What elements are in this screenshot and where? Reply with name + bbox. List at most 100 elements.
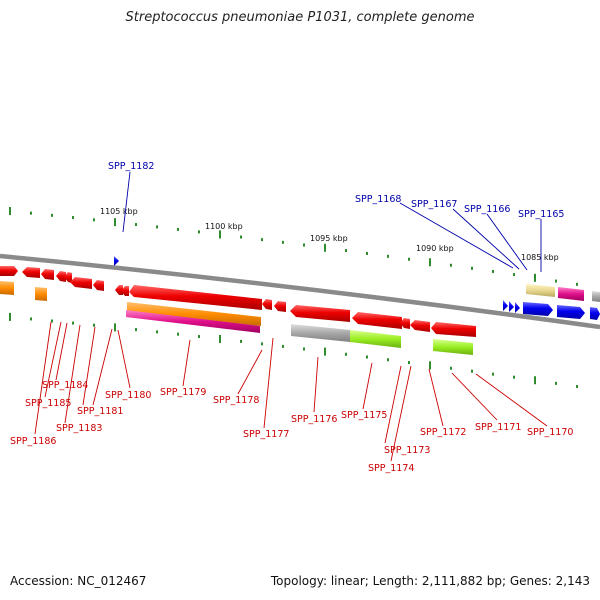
ruler-label-1085: 1085 kbp xyxy=(521,253,559,262)
ruler-tick xyxy=(9,312,11,321)
gene-label-spp-1186[interactable]: SPP_1186 xyxy=(10,436,56,447)
gene-arrow[interactable] xyxy=(515,302,520,313)
gene-label-spp-1181[interactable]: SPP_1181 xyxy=(77,406,123,417)
ruler-tick xyxy=(198,335,200,339)
feature-box[interactable] xyxy=(291,324,350,342)
gene-arrow[interactable] xyxy=(400,318,410,329)
gene-label-spp-1184[interactable]: SPP_1184 xyxy=(42,380,88,391)
gene-arrow[interactable] xyxy=(41,269,54,280)
ruler-tick xyxy=(261,238,263,242)
feature-box[interactable] xyxy=(0,281,14,295)
gene-arrow[interactable] xyxy=(410,320,430,332)
ruler-tick xyxy=(9,207,11,216)
gene-label-spp-1173[interactable]: SPP_1173 xyxy=(384,445,430,456)
gene-arrow[interactable] xyxy=(290,305,350,322)
gene-track-reverse xyxy=(0,266,476,337)
feature-box[interactable] xyxy=(126,310,260,333)
gene-arrow[interactable] xyxy=(523,302,553,316)
gene-label-spp-1170[interactable]: SPP_1170 xyxy=(527,427,573,438)
ruler-tick xyxy=(408,257,410,261)
gene-arrow[interactable] xyxy=(503,300,508,311)
gene-arrow[interactable] xyxy=(115,285,123,295)
gene-arrow[interactable] xyxy=(590,307,600,320)
gene-arrow[interactable] xyxy=(352,312,402,329)
bottom-label-leaders xyxy=(34,321,548,462)
gene-label-spp-1174[interactable]: SPP_1174 xyxy=(368,463,414,474)
ruler-tick xyxy=(387,358,389,362)
ruler-tick xyxy=(51,319,53,323)
ruler-tick xyxy=(345,249,347,253)
ruler-tick xyxy=(72,216,74,220)
ruler-tick xyxy=(177,227,179,231)
gene-label-spp-1180[interactable]: SPP_1180 xyxy=(105,390,151,401)
ruler-tick xyxy=(156,225,158,229)
gene-label-spp-1176[interactable]: SPP_1176 xyxy=(291,414,337,425)
ruler-tick xyxy=(555,381,557,385)
ruler-tick xyxy=(30,317,32,321)
gene-label-spp-1172[interactable]: SPP_1172 xyxy=(420,427,466,438)
ruler-tick xyxy=(471,266,473,270)
ruler-tick xyxy=(156,330,158,334)
gene-label-spp-1178[interactable]: SPP_1178 xyxy=(213,395,259,406)
feature-box[interactable] xyxy=(35,287,47,301)
ruler-tick xyxy=(177,332,179,336)
gene-label-spp-1165[interactable]: SPP_1165 xyxy=(518,209,564,220)
gene-label-spp-1166[interactable]: SPP_1166 xyxy=(464,204,510,215)
ruler-tick xyxy=(219,334,221,343)
ruler-tick xyxy=(282,240,284,244)
gene-arrow[interactable] xyxy=(56,271,66,282)
ruler-tick xyxy=(492,269,494,273)
ruler-tick xyxy=(429,361,431,370)
feature-box[interactable] xyxy=(558,287,584,301)
gene-arrow[interactable] xyxy=(0,266,18,276)
ruler-tick xyxy=(450,263,452,267)
gene-arrow[interactable] xyxy=(93,280,104,291)
ruler-tick xyxy=(72,321,74,325)
ruler-tick xyxy=(135,223,137,227)
ruler-tick xyxy=(303,347,305,351)
ruler-tick xyxy=(51,213,53,217)
gene-arrow[interactable] xyxy=(22,267,40,278)
gene-arrow[interactable] xyxy=(262,299,272,310)
ruler-tick xyxy=(240,235,242,239)
accession-text: Accession: NC_012467 xyxy=(10,574,147,588)
gene-label-spp-1185[interactable]: SPP_1185 xyxy=(25,398,71,409)
ruler-tick xyxy=(366,355,368,359)
gene-arrow[interactable] xyxy=(509,301,514,312)
map-title: Streptococcus pneumoniae P1031, complete… xyxy=(125,10,475,25)
gene-arrow[interactable] xyxy=(129,285,262,310)
feature-box[interactable] xyxy=(127,302,261,326)
ruler-tick xyxy=(387,254,389,258)
ruler-tick xyxy=(324,347,326,356)
ruler-tick xyxy=(513,375,515,379)
gene-arrow[interactable] xyxy=(274,301,286,312)
feature-box[interactable] xyxy=(526,284,555,297)
feature-box[interactable] xyxy=(350,330,401,348)
gene-arrow[interactable] xyxy=(121,286,129,296)
gene-label-spp-1168[interactable]: SPP_1168 xyxy=(355,194,401,205)
gene-label-spp-1171[interactable]: SPP_1171 xyxy=(475,422,521,433)
ruler-label-1100: 1100 kbp xyxy=(205,222,243,231)
gene-arrow[interactable] xyxy=(64,272,72,283)
gene-arrow[interactable] xyxy=(70,277,92,289)
feature-track xyxy=(0,281,600,355)
gene-arrow[interactable] xyxy=(557,305,585,319)
ruler-tick xyxy=(282,344,284,348)
gene-arrow[interactable] xyxy=(114,256,119,266)
gene-label-spp-1177[interactable]: SPP_1177 xyxy=(243,429,289,440)
gene-arrow[interactable] xyxy=(431,322,476,337)
ruler-tick xyxy=(303,243,305,247)
feature-box[interactable] xyxy=(433,339,473,355)
ruler-tick xyxy=(345,352,347,356)
gene-label-spp-1175[interactable]: SPP_1175 xyxy=(341,410,387,421)
gene-label-spp-1182[interactable]: SPP_1182 xyxy=(108,161,154,172)
ruler-tick xyxy=(324,243,326,252)
feature-box[interactable] xyxy=(592,291,600,302)
gene-label-spp-1183[interactable]: SPP_1183 xyxy=(56,423,102,434)
ruler-tick xyxy=(429,258,431,267)
gene-label-spp-1179[interactable]: SPP_1179 xyxy=(160,387,206,398)
gene-label-spp-1167[interactable]: SPP_1167 xyxy=(411,199,457,210)
ruler-tick xyxy=(261,342,263,346)
ruler-ticks-upper xyxy=(9,207,578,286)
